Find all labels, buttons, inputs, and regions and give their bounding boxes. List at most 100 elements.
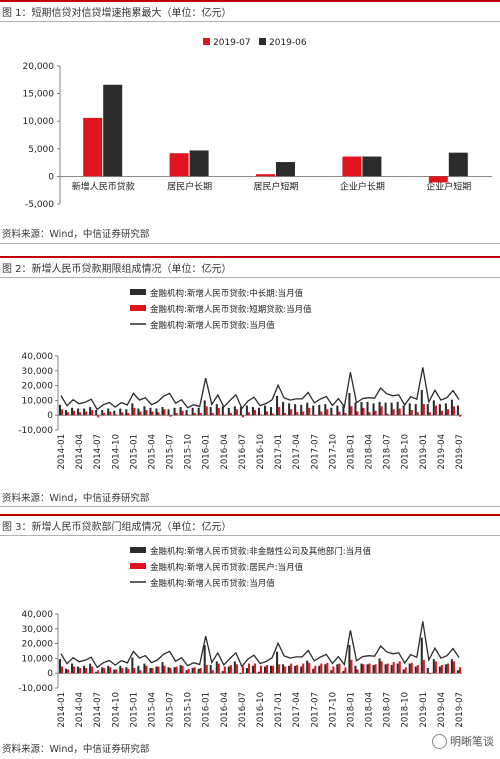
- x-tick-label: 2015-10: [184, 434, 194, 470]
- x-category-label: 企业户长期: [340, 180, 385, 192]
- bar-2-33: [253, 410, 257, 416]
- bar-1-32: [245, 405, 248, 416]
- bar-2-44: [320, 663, 323, 674]
- bar-1-3: [71, 663, 74, 674]
- bar-2-2: [67, 412, 70, 416]
- bar-1-62: [426, 404, 429, 416]
- bar-2-43: [314, 665, 317, 674]
- bar-2-7: [97, 670, 100, 674]
- bar-2-42: [308, 407, 311, 416]
- line-total-loans: [60, 621, 460, 669]
- bar-1-52: [366, 401, 369, 416]
- bar-1-46: [330, 670, 333, 674]
- x-tick-label: 2019-04: [437, 692, 447, 728]
- bar-1-20: [173, 667, 176, 674]
- figure2-source: 资料来源：Wind，中信证券研究部: [2, 493, 150, 504]
- bar-1-34: [257, 671, 260, 674]
- bar-1-13: [131, 403, 134, 416]
- bar-2-38: [284, 412, 287, 416]
- bar-1-31: [239, 673, 242, 674]
- bar-2-56: [392, 662, 395, 674]
- bar-2-21: [181, 410, 184, 416]
- bar-2-22: [187, 414, 190, 416]
- bar-1-33: [251, 407, 254, 416]
- x-tick-label: 2016-01: [202, 692, 212, 728]
- bar-1-47: [336, 664, 339, 674]
- bar-2-66: [452, 661, 456, 674]
- bar-2-65: [446, 663, 449, 674]
- figure2-bottom-rule: [0, 506, 500, 507]
- x-category-label: 企业户短期: [426, 180, 471, 192]
- figure2-chart: 金融机构:新增人民币贷款:中长期:当月值金融机构:新增人民币贷款:短期贷款:当月…: [18, 288, 465, 470]
- bar-1-22: [185, 670, 188, 674]
- bar-1-29: [227, 666, 230, 674]
- bar-2-28: [223, 666, 226, 674]
- bar-2-16: [151, 411, 154, 416]
- bar-2-26: [211, 670, 214, 674]
- x-tick-label: 2017-01: [274, 434, 284, 470]
- legend-label-2: 金融机构:新增人民币贷款:居民户:当月值: [150, 562, 304, 573]
- bar-1-17: [155, 408, 158, 416]
- x-tick-label: 2016-07: [238, 434, 248, 470]
- bar-2-48: [344, 667, 347, 674]
- x-tick-label: 2014-04: [75, 434, 85, 470]
- bar-2-47: [338, 411, 341, 416]
- y-tick-label: 20,000: [23, 62, 55, 72]
- bar-1-23: [191, 668, 194, 674]
- bar-2-4: [79, 412, 82, 416]
- x-tick-label: 2016-07: [238, 692, 248, 728]
- figure1-top-rule: [0, 0, 500, 2]
- bar-2-31: [241, 415, 244, 418]
- bar-2-60: [416, 412, 419, 416]
- bar-2-10: [115, 669, 118, 674]
- watermark-text: 明晰笔谈: [450, 735, 494, 748]
- bar-2-58: [404, 667, 407, 674]
- bar-2-6: [91, 666, 94, 674]
- bar-2-19: [169, 415, 172, 417]
- x-tick-label: 2015-07: [166, 434, 176, 470]
- bar-1-11: [119, 665, 122, 674]
- bar-2-64: [440, 410, 443, 416]
- bar-2-57: [398, 661, 401, 674]
- x-tick-label: 2019-01: [419, 434, 429, 470]
- bar-1-40: [294, 404, 297, 416]
- bar-1-5: [83, 665, 86, 674]
- bar-2-8: [103, 668, 106, 674]
- x-tick-label: 2016-01: [202, 434, 212, 470]
- bar-1-15: [143, 406, 146, 416]
- bar-1-44: [318, 404, 321, 416]
- bar-1-55: [384, 664, 387, 674]
- x-tick-label: 2019-07: [455, 434, 465, 470]
- bar-1-58: [402, 405, 405, 416]
- figure3-top-rule: [0, 514, 500, 516]
- bar-2-15: [145, 410, 148, 416]
- bar-2-3: [73, 410, 76, 416]
- bar-1-10: [113, 410, 116, 416]
- bar-1-53: [372, 665, 375, 674]
- legend-label-2: 2019-06: [269, 38, 307, 48]
- bar-1-3: [256, 174, 275, 177]
- bar-2-10: [115, 414, 118, 416]
- bar-1-38: [282, 664, 285, 674]
- bar-2-24: [199, 668, 202, 674]
- bar-1-17: [155, 666, 158, 674]
- figure2-title-rule: [0, 277, 500, 278]
- bar-1-26: [209, 407, 212, 416]
- bar-1-36: [270, 407, 273, 416]
- bar-2-27: [217, 407, 220, 416]
- x-tick-label: 2016-04: [220, 692, 230, 728]
- bar-1-31: [239, 407, 242, 416]
- y-tick-label: 10,000: [22, 396, 54, 406]
- bar-2-56: [392, 409, 395, 416]
- x-tick-label: 2015-04: [147, 692, 157, 728]
- bar-1-45: [324, 404, 327, 416]
- bar-1-1: [83, 117, 103, 177]
- bar-2-51: [362, 407, 365, 416]
- x-tick-label: 2018-01: [346, 692, 356, 728]
- x-tick-label: 2017-07: [310, 692, 320, 728]
- bar-1-60: [414, 404, 417, 416]
- figure3-source: 资料来源：Wind，中信证券研究部: [2, 744, 150, 755]
- bar-1-24: [197, 668, 200, 674]
- bar-1-19: [167, 409, 170, 416]
- bar-1-52: [366, 664, 369, 674]
